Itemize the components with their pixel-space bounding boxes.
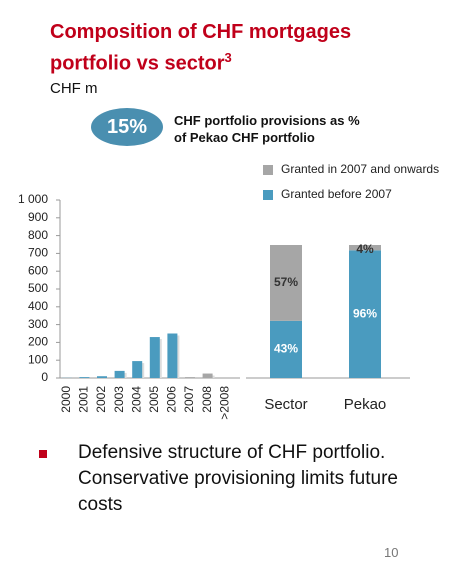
x-tick-label: 2004 [129, 386, 143, 413]
x-tick-label: 2002 [94, 386, 108, 413]
x-tick-label: 2008 [200, 386, 214, 413]
bar [149, 337, 160, 378]
y-tick-label: 800 [28, 228, 48, 242]
bullet-text: Defensive structure of CHF portfolio. Co… [78, 442, 398, 515]
value-label: 96% [353, 306, 377, 320]
badge: 15% [91, 108, 163, 146]
y-tick-label: 200 [28, 335, 48, 349]
unit-label: CHF m [50, 80, 98, 97]
bar [114, 370, 125, 378]
x-tick-label: 2006 [165, 386, 179, 413]
y-tick-label: 700 [28, 246, 48, 260]
x-tick-label: 2001 [77, 386, 91, 413]
y-tick-label: 600 [28, 263, 48, 277]
stacked-segment [270, 320, 302, 378]
bar [79, 377, 90, 378]
bar [167, 333, 178, 378]
y-tick-label: 0 [41, 370, 48, 384]
x-tick-label: 2007 [182, 386, 196, 413]
legend-swatch [263, 165, 273, 175]
y-tick-label: 100 [28, 352, 48, 366]
title-text: Composition of CHF mortgages portfolio v… [50, 21, 352, 75]
bar [132, 361, 143, 378]
title-superscript: 3 [224, 50, 232, 65]
x-tick-label: >2008 [217, 386, 231, 420]
x-tick-label: 2003 [112, 386, 126, 413]
x-tick-label: 2005 [147, 386, 161, 413]
legend-label: Granted in 2007 and onwards [281, 162, 439, 176]
y-tick-label: 500 [28, 281, 48, 295]
x-tick-label: 2000 [59, 386, 73, 413]
page-number: 10 [384, 545, 399, 560]
y-tick-label: 1 000 [18, 192, 48, 206]
legend-label: Granted before 2007 [281, 187, 392, 201]
badge-text: CHF portfolio provisions as % of Pekao C… [174, 113, 360, 145]
charts: 0 100 200 300 400 500 600 700 800 900 1 000 2000 200… [18, 162, 439, 420]
bar [202, 373, 213, 378]
x-tick-label: Pekao [344, 396, 387, 413]
stacked-segment [349, 250, 381, 378]
legend-swatch [263, 190, 273, 200]
bullet-marker [39, 450, 47, 458]
y-tick-label: 900 [28, 210, 48, 224]
slide-title: Composition of CHF mortgages portfolio v… [50, 20, 370, 77]
x-tick-label: Sector [264, 396, 307, 413]
stacked-segment [349, 245, 381, 251]
value-label: 4% [356, 242, 374, 256]
value-label: 43% [274, 342, 298, 356]
y-tick-label: 400 [28, 299, 48, 313]
stacked-segment [270, 245, 302, 321]
value-label: 57% [274, 275, 298, 289]
bullet: Defensive structure of CHF portfolio. Co… [36, 440, 416, 518]
bar [185, 377, 195, 378]
bar [97, 376, 107, 378]
y-tick-label: 300 [28, 317, 48, 331]
